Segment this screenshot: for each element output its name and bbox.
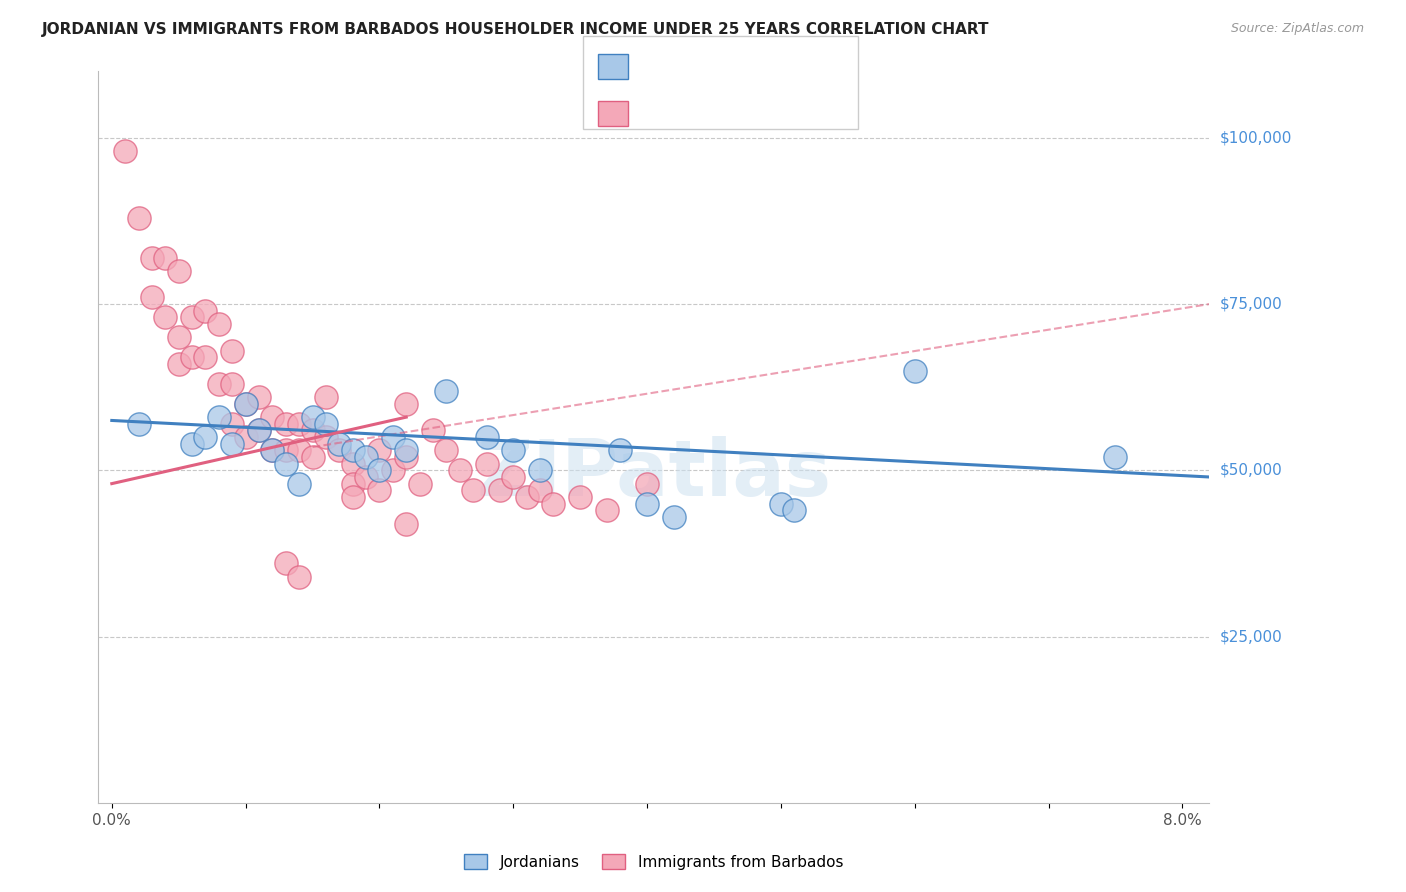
Point: [247, 424, 270, 438]
Point: [221, 436, 243, 450]
Text: JORDANIAN VS IMMIGRANTS FROM BARBADOS HOUSEHOLDER INCOME UNDER 25 YEARS CORRELAT: JORDANIAN VS IMMIGRANTS FROM BARBADOS HO…: [42, 22, 990, 37]
Point: [155, 310, 177, 325]
Point: [167, 330, 190, 344]
Point: [395, 443, 418, 458]
Point: [434, 443, 457, 458]
Point: [155, 251, 177, 265]
Point: [543, 497, 565, 511]
Point: [315, 417, 337, 431]
Point: [342, 443, 364, 458]
Point: [114, 144, 136, 158]
Point: [167, 264, 190, 278]
Text: $100,000: $100,000: [1220, 130, 1292, 145]
Point: [636, 497, 658, 511]
Point: [247, 390, 270, 404]
Point: [128, 417, 150, 431]
Point: [181, 310, 204, 325]
Point: [194, 303, 217, 318]
Point: [395, 516, 418, 531]
Point: [301, 410, 323, 425]
Point: [569, 490, 592, 504]
Point: [247, 424, 270, 438]
Point: [262, 410, 284, 425]
Point: [288, 417, 311, 431]
Point: [342, 490, 364, 504]
Point: [235, 397, 257, 411]
Point: [342, 457, 364, 471]
Point: [221, 343, 243, 358]
Point: [395, 450, 418, 464]
Point: [288, 476, 311, 491]
Point: [262, 443, 284, 458]
Point: [368, 483, 391, 498]
Point: [529, 483, 551, 498]
Point: [769, 497, 792, 511]
Point: [315, 390, 337, 404]
Point: [449, 463, 471, 477]
Point: [516, 490, 538, 504]
Text: R =  0.145  N = 59: R = 0.145 N = 59: [640, 104, 797, 122]
Point: [783, 503, 806, 517]
Point: [1104, 450, 1126, 464]
Point: [408, 476, 430, 491]
Point: [422, 424, 444, 438]
Point: [342, 476, 364, 491]
Text: $25,000: $25,000: [1220, 629, 1282, 644]
Point: [381, 463, 404, 477]
Point: [262, 443, 284, 458]
Point: [395, 397, 418, 411]
Point: [636, 476, 658, 491]
Point: [475, 457, 498, 471]
Point: [208, 410, 231, 425]
Point: [141, 251, 163, 265]
Point: [274, 443, 297, 458]
Point: [328, 443, 350, 458]
Point: [274, 457, 297, 471]
Text: Source: ZipAtlas.com: Source: ZipAtlas.com: [1230, 22, 1364, 36]
Point: [141, 290, 163, 304]
Text: $75,000: $75,000: [1220, 297, 1282, 311]
Point: [194, 430, 217, 444]
Point: [609, 443, 631, 458]
Point: [662, 509, 685, 524]
Point: [208, 317, 231, 331]
Text: R = -0.102  N = 29: R = -0.102 N = 29: [640, 58, 797, 76]
Point: [181, 436, 204, 450]
Point: [235, 430, 257, 444]
Point: [328, 436, 350, 450]
Point: [194, 351, 217, 365]
Point: [274, 417, 297, 431]
Point: [489, 483, 512, 498]
Point: [208, 376, 231, 391]
Point: [301, 424, 323, 438]
Point: [502, 443, 524, 458]
Point: [181, 351, 204, 365]
Point: [434, 384, 457, 398]
Text: $50,000: $50,000: [1220, 463, 1282, 478]
Point: [529, 463, 551, 477]
Point: [368, 463, 391, 477]
Point: [274, 557, 297, 571]
Point: [288, 570, 311, 584]
Point: [315, 430, 337, 444]
Point: [354, 470, 377, 484]
Point: [463, 483, 485, 498]
Point: [502, 470, 524, 484]
Point: [596, 503, 619, 517]
Point: [475, 430, 498, 444]
Point: [167, 357, 190, 371]
Point: [354, 450, 377, 464]
Point: [221, 376, 243, 391]
Point: [288, 443, 311, 458]
Point: [221, 417, 243, 431]
Point: [368, 443, 391, 458]
Point: [381, 430, 404, 444]
Point: [301, 450, 323, 464]
Point: [235, 397, 257, 411]
Point: [904, 363, 927, 377]
Legend: Jordanians, Immigrants from Barbados: Jordanians, Immigrants from Barbados: [458, 847, 849, 876]
Point: [128, 211, 150, 225]
Text: ZIPatlas: ZIPatlas: [477, 435, 831, 512]
